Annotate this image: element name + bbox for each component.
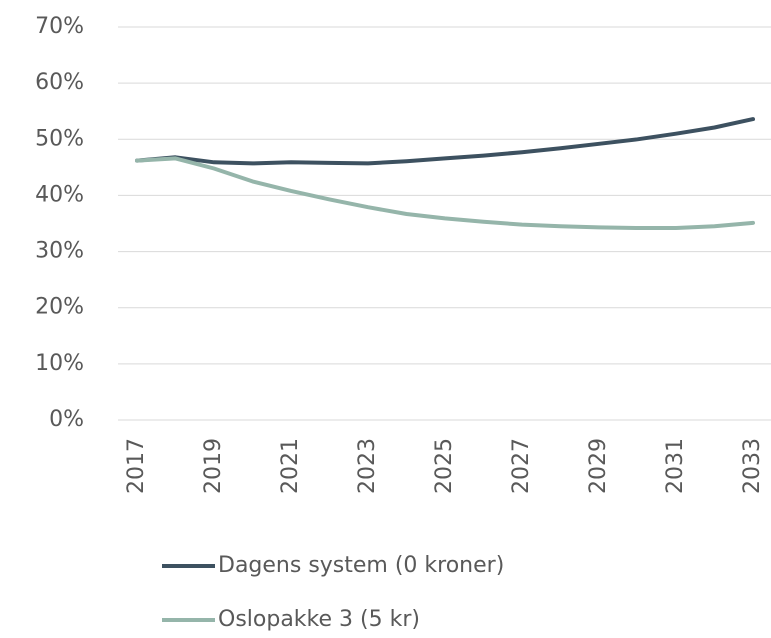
legend-label: Dagens system (0 kroner) [218,553,504,578]
legend-label: Oslopakke 3 (5 kr) [218,607,420,632]
x-tick-label: 2021 [278,438,303,494]
y-tick-label: 70% [35,14,84,39]
x-tick-label: 2033 [740,438,765,494]
x-tick-label: 2029 [586,438,611,494]
y-tick-label: 0% [49,407,84,432]
y-tick-label: 40% [35,182,84,207]
y-tick-label: 50% [35,126,84,151]
y-tick-label: 10% [35,351,84,376]
data-line [135,117,755,166]
x-tick-label: 2027 [509,438,534,494]
x-tick-label: 2019 [201,438,226,494]
x-tick-label: 2025 [432,438,457,494]
x-tick-label: 2017 [124,438,149,494]
y-tick-label: 60% [35,70,84,95]
y-tick-label: 30% [35,239,84,264]
data-line [135,156,755,230]
x-tick-label: 2023 [355,438,380,494]
x-tick-label: 2031 [663,438,688,494]
y-tick-label: 20% [35,295,84,320]
